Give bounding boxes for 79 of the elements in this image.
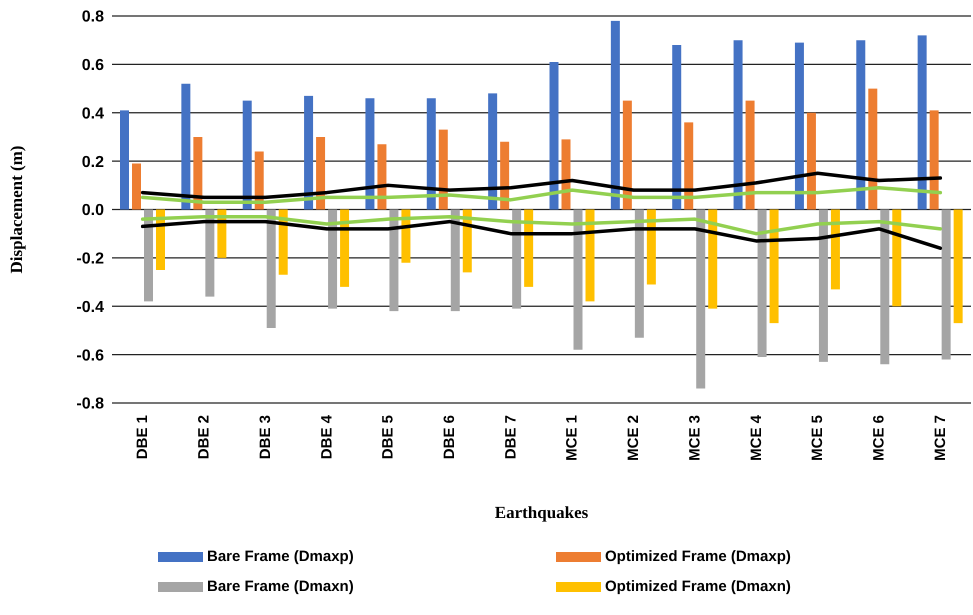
- bar: [646, 210, 656, 284]
- legend-label: Optimized Frame (Dmaxn): [605, 578, 791, 595]
- y-tick-label: 0.6: [82, 57, 104, 74]
- bar: [389, 210, 398, 312]
- legend-label: Bare Frame (Dmaxn): [207, 578, 354, 595]
- bar: [488, 93, 498, 210]
- x-tick-label: DBE 1: [134, 415, 152, 460]
- x-axis-title: Earthquakes: [494, 503, 589, 522]
- bar: [806, 112, 816, 210]
- bar: [818, 210, 828, 362]
- x-tick-label: DBE 4: [318, 414, 336, 460]
- bar: [450, 210, 460, 312]
- x-tick-label: DBE 6: [440, 415, 458, 460]
- bar: [426, 98, 436, 210]
- bar: [550, 62, 558, 210]
- x-tick-label: MCE 3: [686, 415, 704, 461]
- bar: [918, 35, 927, 210]
- y-tick-label: -0.4: [76, 298, 104, 316]
- bar: [365, 98, 374, 210]
- legend-label: Optimized Frame (Dmaxp): [605, 548, 791, 565]
- bar: [181, 84, 190, 210]
- y-tick-label: -0.2: [76, 250, 104, 268]
- bar: [930, 110, 939, 210]
- x-tick-label: MCE 4: [748, 414, 765, 461]
- bar: [880, 210, 890, 364]
- bar: [794, 42, 804, 210]
- bar: [304, 96, 314, 210]
- bar: [120, 110, 129, 210]
- x-tick-label: MCE 7: [932, 415, 949, 461]
- bar: [512, 210, 522, 309]
- x-tick-label: MCE 5: [809, 415, 826, 461]
- x-tick-label: DBE 3: [256, 415, 274, 460]
- x-tick-label: DBE 2: [196, 415, 213, 460]
- bar: [684, 122, 694, 210]
- line-series: [140, 171, 942, 200]
- line-series: [140, 215, 942, 236]
- y-tick-label: 0.2: [82, 154, 104, 171]
- x-tick-label: MCE 2: [625, 415, 642, 461]
- bar: [758, 210, 767, 358]
- bar: [708, 210, 718, 309]
- bar: [132, 164, 141, 210]
- bar: [610, 20, 620, 210]
- bar: [830, 210, 840, 290]
- bar: [242, 100, 252, 210]
- y-tick-label: 0.4: [82, 105, 104, 122]
- bar: [622, 100, 632, 210]
- bar: [770, 210, 779, 324]
- line-series: [140, 220, 942, 250]
- legend-label: Bare Frame (Dmaxp): [207, 548, 354, 565]
- bar: [734, 40, 743, 210]
- x-tick-label: MCE 6: [870, 415, 888, 461]
- bar: [868, 88, 878, 210]
- bar: [266, 210, 276, 328]
- bar: [746, 100, 755, 210]
- bar: [696, 210, 706, 388]
- bar: [205, 210, 214, 297]
- bar: [942, 210, 951, 360]
- y-tick-label: -0.6: [76, 347, 104, 364]
- line-series: [140, 186, 942, 204]
- bar: [892, 210, 902, 306]
- bar: [438, 130, 448, 210]
- x-tick-label: DBE 5: [380, 415, 397, 460]
- y-tick-label: 0.8: [82, 8, 104, 26]
- bar: [524, 210, 534, 287]
- bar: [954, 210, 963, 324]
- bar: [574, 210, 582, 350]
- bar: [340, 210, 350, 287]
- y-tick-label: 0.0: [82, 202, 104, 220]
- bar: [316, 136, 326, 210]
- bar: [144, 210, 153, 302]
- bar: [328, 210, 338, 309]
- bar: [634, 210, 644, 338]
- bar: [672, 45, 682, 210]
- y-axis-title: Displacement (m): [7, 146, 26, 274]
- x-tick-label: DBE 7: [502, 415, 520, 460]
- y-tick-label: -0.8: [76, 396, 104, 413]
- bar: [586, 210, 594, 302]
- x-tick-label: MCE 1: [564, 415, 581, 461]
- bar: [856, 40, 866, 210]
